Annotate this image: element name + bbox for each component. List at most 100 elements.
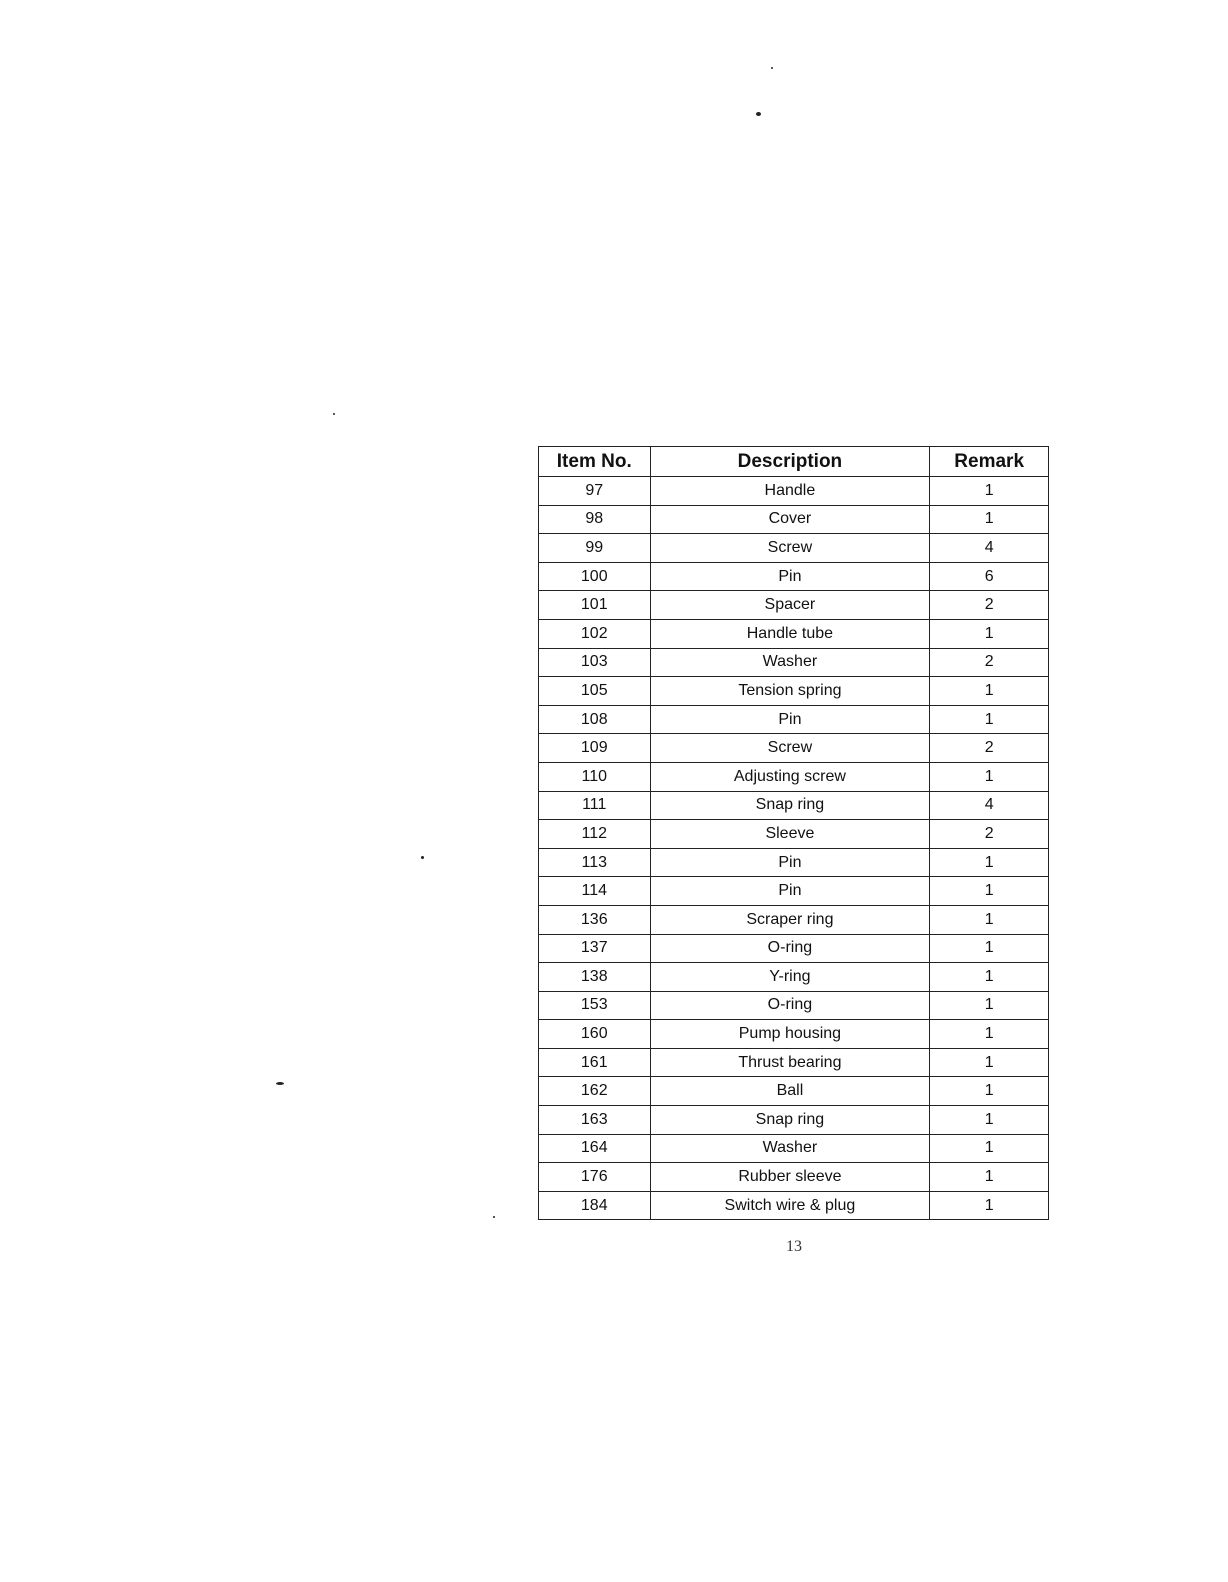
cell-item-no: 161 [538, 1047, 651, 1078]
cell-item-no: 138 [538, 962, 651, 992]
cell-remark: 2 [929, 647, 1049, 678]
cell-remark: 1 [929, 1162, 1049, 1192]
cell-remark: 6 [929, 561, 1049, 592]
table-row: 184 Switch wire & plug 1 [538, 1190, 1049, 1221]
cell-description: Pump housing [649, 1019, 931, 1049]
cell-description: Pin [649, 704, 931, 735]
table-row: 99 Screw 4 [538, 533, 1049, 563]
cell-remark: 1 [929, 933, 1049, 964]
cell-description: Screw [649, 733, 931, 763]
cell-item-no: 97 [538, 476, 651, 506]
cell-description: Scraper ring [649, 904, 931, 935]
cell-remark: 4 [929, 790, 1049, 821]
scan-speck [421, 856, 424, 859]
cell-description: Screw [649, 533, 931, 563]
cell-item-no: 100 [538, 561, 651, 592]
table-row: 109 Screw 2 [538, 733, 1049, 763]
cell-item-no: 184 [538, 1190, 651, 1221]
cell-remark: 1 [929, 847, 1049, 878]
cell-item-no: 153 [538, 990, 651, 1021]
table-row: 160 Pump housing 1 [538, 1019, 1049, 1049]
parts-table: Item No. Description Remark 97 Handle 1 98 C… [538, 446, 1049, 1221]
scan-speck [333, 413, 335, 415]
cell-description: Sleeve [649, 819, 931, 849]
table-row: 103 Washer 2 [538, 647, 1049, 678]
cell-item-no: 103 [538, 647, 651, 678]
cell-item-no: 109 [538, 733, 651, 763]
cell-description: Washer [649, 647, 931, 678]
cell-remark: 1 [929, 1105, 1049, 1135]
table-row: 110 Adjusting screw 1 [538, 761, 1049, 792]
table-header-row: Item No. Description Remark [538, 446, 1049, 477]
table-row: 137 O-ring 1 [538, 933, 1049, 964]
cell-remark: 1 [929, 1076, 1049, 1107]
table-row: 138 Y-ring 1 [538, 962, 1049, 992]
table-row: 153 O-ring 1 [538, 990, 1049, 1021]
cell-remark: 1 [929, 1047, 1049, 1078]
table-row: 101 Spacer 2 [538, 590, 1049, 620]
cell-description: Snap ring [649, 1105, 931, 1135]
scan-speck [756, 112, 761, 116]
table-row: 112 Sleeve 2 [538, 819, 1049, 849]
cell-description: Y-ring [649, 962, 931, 992]
cell-description: Pin [649, 876, 931, 906]
table-row: 97 Handle 1 [538, 476, 1049, 506]
cell-description: Tension spring [649, 676, 931, 706]
table-row: 113 Pin 1 [538, 847, 1049, 878]
table-row: 111 Snap ring 4 [538, 790, 1049, 821]
cell-item-no: 108 [538, 704, 651, 735]
cell-item-no: 102 [538, 618, 651, 649]
page-number: 13 [786, 1238, 802, 1255]
cell-description: Snap ring [649, 790, 931, 821]
cell-remark: 1 [929, 504, 1049, 535]
cell-item-no: 164 [538, 1133, 651, 1164]
cell-remark: 4 [929, 533, 1049, 563]
cell-remark: 1 [929, 876, 1049, 906]
cell-description: Spacer [649, 590, 931, 620]
cell-description: Rubber sleeve [649, 1162, 931, 1192]
cell-description: Thrust bearing [649, 1047, 931, 1078]
cell-item-no: 112 [538, 819, 651, 849]
cell-remark: 2 [929, 819, 1049, 849]
cell-item-no: 176 [538, 1162, 651, 1192]
cell-description: Ball [649, 1076, 931, 1107]
cell-description: Cover [649, 504, 931, 535]
cell-description: Washer [649, 1133, 931, 1164]
table-row: 98 Cover 1 [538, 504, 1049, 535]
cell-item-no: 113 [538, 847, 651, 878]
cell-remark: 1 [929, 618, 1049, 649]
cell-description: Pin [649, 561, 931, 592]
cell-description: Switch wire & plug [649, 1190, 931, 1221]
cell-item-no: 160 [538, 1019, 651, 1049]
cell-remark: 1 [929, 990, 1049, 1021]
cell-item-no: 101 [538, 590, 651, 620]
cell-item-no: 98 [538, 504, 651, 535]
cell-item-no: 111 [538, 790, 651, 821]
cell-item-no: 136 [538, 904, 651, 935]
table-row: 162 Ball 1 [538, 1076, 1049, 1107]
cell-description: Pin [649, 847, 931, 878]
cell-item-no: 137 [538, 933, 651, 964]
cell-remark: 2 [929, 733, 1049, 763]
cell-remark: 1 [929, 904, 1049, 935]
cell-remark: 1 [929, 962, 1049, 992]
table-row: 108 Pin 1 [538, 704, 1049, 735]
cell-description: Handle tube [649, 618, 931, 649]
cell-description: Handle [649, 476, 931, 506]
table-row: 114 Pin 1 [538, 876, 1049, 906]
scan-speck [771, 67, 773, 69]
cell-item-no: 110 [538, 761, 651, 792]
table-row: 161 Thrust bearing 1 [538, 1047, 1049, 1078]
table-row: 164 Washer 1 [538, 1133, 1049, 1164]
cell-remark: 1 [929, 476, 1049, 506]
scan-speck [493, 1216, 495, 1218]
cell-remark: 1 [929, 704, 1049, 735]
cell-remark: 1 [929, 761, 1049, 792]
header-remark: Remark [929, 446, 1049, 477]
header-description: Description [649, 446, 931, 477]
cell-remark: 1 [929, 1019, 1049, 1049]
cell-description: Adjusting screw [649, 761, 931, 792]
table-row: 105 Tension spring 1 [538, 676, 1049, 706]
cell-item-no: 163 [538, 1105, 651, 1135]
cell-item-no: 162 [538, 1076, 651, 1107]
